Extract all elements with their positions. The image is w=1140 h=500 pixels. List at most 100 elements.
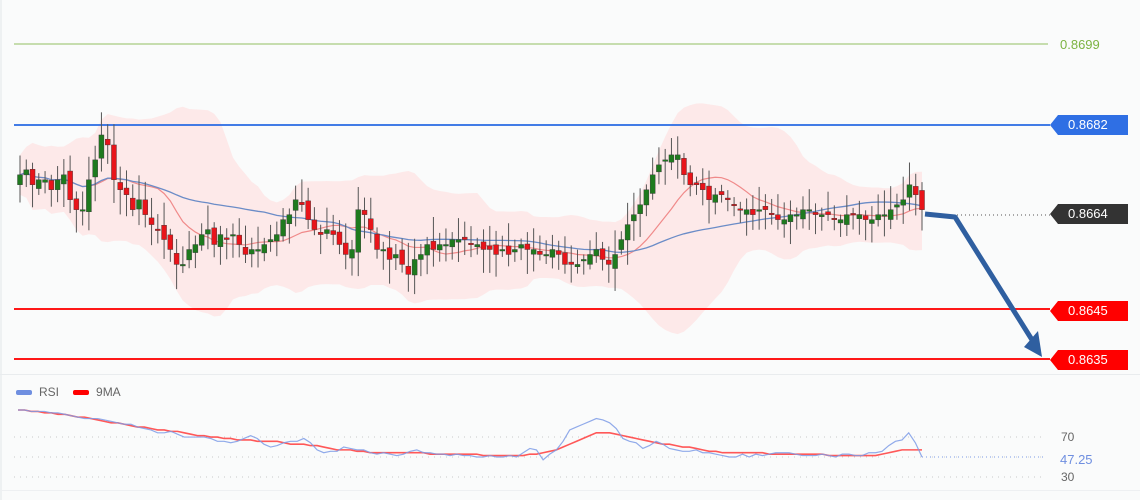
candle-body bbox=[186, 249, 192, 261]
candle-body bbox=[612, 254, 618, 269]
candle-body bbox=[180, 264, 186, 267]
candle-body bbox=[599, 248, 606, 260]
candle-body bbox=[249, 249, 255, 255]
level-tag-support-2-text: 0.8635 bbox=[1068, 352, 1108, 367]
candle-body bbox=[343, 242, 349, 255]
candle-body bbox=[869, 219, 875, 224]
candle-body bbox=[562, 252, 568, 265]
rsi-9ma-line bbox=[18, 409, 922, 457]
candle-body bbox=[261, 244, 267, 254]
candle-body bbox=[443, 244, 449, 247]
candle-body bbox=[593, 249, 599, 257]
rsi-current-value: 47.25 bbox=[1060, 452, 1093, 467]
bollinger-band-fill bbox=[20, 103, 922, 335]
candle-body bbox=[649, 174, 656, 194]
candle-body bbox=[825, 211, 831, 215]
candle-body bbox=[111, 144, 117, 180]
candle-body bbox=[455, 239, 462, 243]
candle-body bbox=[643, 189, 650, 206]
candle-body bbox=[236, 234, 242, 245]
candle-body bbox=[42, 179, 48, 183]
candle-body bbox=[718, 191, 725, 195]
candle-body bbox=[361, 209, 368, 215]
candle-body bbox=[123, 187, 130, 195]
candle-body bbox=[86, 179, 92, 213]
candle-body bbox=[311, 219, 318, 230]
candle-body bbox=[368, 218, 374, 230]
candle-body bbox=[449, 239, 455, 248]
candle-body bbox=[775, 214, 781, 220]
candle-body bbox=[29, 169, 36, 185]
candle-body bbox=[800, 209, 806, 220]
candle-body bbox=[606, 259, 612, 265]
candle-body bbox=[794, 214, 800, 217]
candle-body bbox=[725, 197, 731, 200]
candle-body bbox=[424, 244, 430, 256]
candle-body bbox=[756, 209, 762, 212]
candle-body bbox=[656, 164, 662, 173]
level-tag-current-text: 0.8664 bbox=[1068, 206, 1108, 221]
candle-body bbox=[67, 170, 73, 200]
candle-body bbox=[831, 218, 838, 220]
bottom-divider bbox=[0, 490, 1140, 491]
candle-body bbox=[919, 190, 925, 210]
level-tag-support-1-text: 0.8645 bbox=[1068, 303, 1108, 318]
candle-body bbox=[393, 254, 399, 259]
candle-body bbox=[205, 229, 211, 235]
candle-body bbox=[850, 213, 856, 216]
candle-body bbox=[405, 265, 412, 275]
candle-body bbox=[436, 244, 443, 251]
candle-body bbox=[430, 240, 437, 250]
candle-body bbox=[480, 241, 487, 250]
candle-body bbox=[374, 233, 380, 250]
candle-body bbox=[887, 209, 894, 220]
legend-item-9ma: 9MA bbox=[73, 385, 121, 399]
level-tag-current-price: 0.8664 bbox=[1050, 204, 1128, 224]
candle-body bbox=[512, 249, 518, 253]
rsi-level-70: 70 bbox=[1061, 430, 1075, 444]
panel-divider bbox=[0, 374, 1140, 375]
candle-body bbox=[568, 261, 574, 265]
candle-body bbox=[54, 179, 61, 190]
candle-body bbox=[299, 202, 305, 205]
candle-body bbox=[668, 154, 675, 163]
price-level-lines bbox=[14, 43, 1050, 360]
candle-body bbox=[543, 254, 549, 257]
candle-body bbox=[317, 232, 324, 235]
candle-body bbox=[499, 249, 506, 252]
candle-body bbox=[17, 174, 23, 185]
candle-body bbox=[292, 199, 299, 211]
candle-body bbox=[167, 234, 174, 250]
candle-body bbox=[286, 214, 293, 225]
candle-body bbox=[913, 186, 919, 195]
legend-9ma-label: 9MA bbox=[96, 385, 121, 399]
candle-body bbox=[743, 209, 750, 215]
level-label-0-8699: 0.8699 bbox=[1060, 37, 1100, 52]
candle-body bbox=[130, 197, 136, 210]
candle-body bbox=[79, 209, 86, 212]
candle-body bbox=[493, 244, 499, 255]
candle-body bbox=[324, 229, 330, 234]
candle-body bbox=[675, 154, 681, 160]
rsi-line bbox=[18, 409, 923, 461]
candle-body bbox=[587, 254, 593, 265]
candle-body bbox=[349, 249, 355, 259]
candle-body bbox=[23, 169, 29, 176]
candle-body bbox=[161, 225, 167, 240]
candle-body bbox=[787, 214, 794, 223]
candle-body bbox=[624, 224, 631, 241]
bollinger-bands bbox=[20, 103, 922, 335]
level-tag-resistance-text: 0.8682 bbox=[1068, 117, 1108, 132]
candle-body bbox=[637, 204, 643, 214]
candle-body bbox=[192, 244, 199, 253]
candle-body bbox=[224, 237, 230, 240]
candle-body bbox=[844, 214, 850, 225]
candle-body bbox=[255, 249, 261, 252]
candle-body bbox=[856, 214, 863, 219]
candle-body bbox=[336, 231, 343, 245]
candle-body bbox=[330, 230, 336, 235]
candle-body bbox=[418, 254, 424, 260]
candle-body bbox=[36, 179, 42, 189]
rsi-level-30: 30 bbox=[1061, 470, 1075, 484]
